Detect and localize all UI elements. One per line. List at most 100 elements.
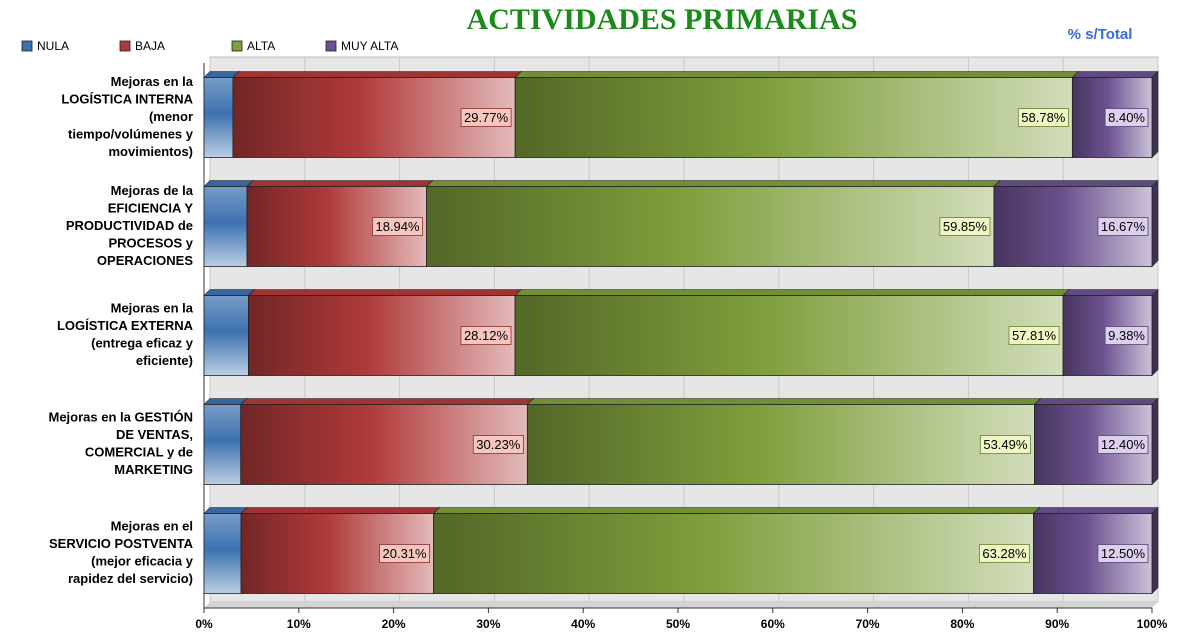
y-tick-label: OPERACIONES — [97, 253, 193, 268]
data-label-box — [1097, 544, 1149, 563]
bar-top — [203, 289, 256, 296]
legend-label: MUY ALTA — [341, 39, 398, 53]
y-tick-label: (mejor eficacia y — [91, 554, 194, 569]
x-tick-label: 30% — [476, 617, 500, 631]
y-tick-label: movimientos) — [108, 144, 193, 159]
bar-top — [526, 398, 1042, 405]
bar — [203, 77, 234, 158]
y-tick-label: tiempo/volúmenes y — [68, 126, 194, 141]
data-label: 57.81% — [1012, 328, 1057, 343]
bar — [514, 77, 1073, 158]
data-label: 18.94% — [375, 219, 420, 234]
data-label: 28.12% — [464, 328, 509, 343]
y-tick-label: COMERCIAL y de — [85, 445, 193, 460]
y-tick-label: SERVICIO POSTVENTA — [49, 536, 194, 551]
bar-top — [425, 180, 1001, 187]
x-tick-label: 70% — [856, 617, 880, 631]
bar — [240, 513, 435, 594]
data-label-box — [979, 544, 1030, 563]
bar — [514, 295, 1064, 376]
data-label-box — [1008, 326, 1060, 345]
data-label-box — [1097, 435, 1149, 454]
y-tick-label: (entrega eficaz y — [91, 336, 194, 351]
bar — [433, 513, 1034, 594]
y-tick-label: LOGÍSTICA EXTERNA — [57, 318, 194, 333]
bar-top — [232, 71, 522, 78]
bar-top — [247, 289, 522, 296]
data-label-box — [1104, 108, 1149, 127]
data-label: 8.40% — [1108, 110, 1145, 125]
bar-side — [1151, 70, 1159, 159]
legend-swatch — [325, 40, 337, 52]
data-label: 12.50% — [1101, 546, 1146, 561]
plot-floor — [204, 602, 1158, 608]
legend-label: ALTA — [247, 39, 275, 53]
y-tick-label: DE VENTAS, — [116, 427, 193, 442]
x-tick-label: 90% — [1045, 617, 1069, 631]
bar — [203, 186, 248, 267]
chart-subtitle: % s/Total — [1068, 26, 1133, 43]
legend-swatch — [119, 40, 131, 52]
bar-side — [1151, 179, 1159, 268]
y-tick-label: eficiente) — [136, 353, 193, 368]
x-tick-label: 40% — [571, 617, 595, 631]
legend-label: NULA — [37, 39, 69, 53]
bar-side — [1151, 506, 1159, 595]
bar — [203, 513, 242, 594]
bar-top — [240, 398, 535, 405]
legend-swatch — [21, 40, 33, 52]
y-tick-label: Mejoras de la — [111, 183, 194, 198]
chart-title: ACTIVIDADES PRIMARIAS — [467, 3, 858, 36]
bar-top — [240, 507, 441, 514]
y-tick-label: EFICIENCIA Y — [108, 200, 194, 215]
data-label-box — [1017, 108, 1069, 127]
legend-label: BAJA — [135, 39, 165, 53]
bar-top — [993, 180, 1159, 187]
legend-swatch — [231, 40, 243, 52]
bar-top — [203, 507, 248, 514]
data-label-box — [979, 435, 1031, 454]
data-label: 9.38% — [1108, 328, 1145, 343]
bar-top — [514, 71, 1080, 78]
data-label-box — [939, 217, 991, 236]
y-tick-label: Mejoras en la — [111, 74, 194, 89]
x-tick-label: 100% — [1137, 617, 1168, 631]
bar — [426, 186, 995, 267]
data-label: 16.67% — [1101, 219, 1146, 234]
data-label: 30.23% — [476, 437, 521, 452]
x-tick-label: 60% — [761, 617, 785, 631]
data-label-box — [372, 217, 423, 236]
bar-top — [1062, 289, 1159, 296]
bar-top — [432, 507, 1041, 514]
data-label-box — [379, 544, 431, 563]
bar-side — [1151, 288, 1159, 377]
bar-top — [514, 289, 1070, 296]
x-tick-label: 0% — [195, 617, 213, 631]
y-tick-label: PROCESOS y — [108, 235, 193, 250]
data-label: 59.85% — [943, 219, 988, 234]
bar — [203, 404, 242, 485]
y-tick-label: (menor — [149, 109, 193, 124]
y-tick-label: PRODUCTIVIDAD de — [66, 218, 193, 233]
bar-top — [203, 398, 248, 405]
y-tick-label: LOGÍSTICA INTERNA — [61, 91, 193, 106]
data-label-box — [1097, 217, 1149, 236]
y-tick-label: rapidez del servicio) — [68, 571, 193, 586]
y-tick-label: Mejoras en el — [111, 519, 193, 534]
bar-top — [203, 180, 254, 187]
x-tick-label: 50% — [666, 617, 690, 631]
bar — [203, 295, 249, 376]
bar-side — [1151, 397, 1159, 486]
y-tick-label: MARKETING — [114, 462, 193, 477]
bar-top — [1033, 398, 1159, 405]
data-label: 29.77% — [464, 110, 509, 125]
x-tick-label: 80% — [950, 617, 974, 631]
data-label-box — [460, 108, 512, 127]
y-tick-label: Mejoras en la GESTIÓN — [49, 410, 194, 425]
data-label-box — [460, 326, 512, 345]
x-tick-label: 20% — [382, 617, 406, 631]
bar — [526, 404, 1035, 485]
y-tick-label: Mejoras en la — [111, 301, 194, 316]
bar-top — [1032, 507, 1159, 514]
x-tick-label: 10% — [287, 617, 311, 631]
